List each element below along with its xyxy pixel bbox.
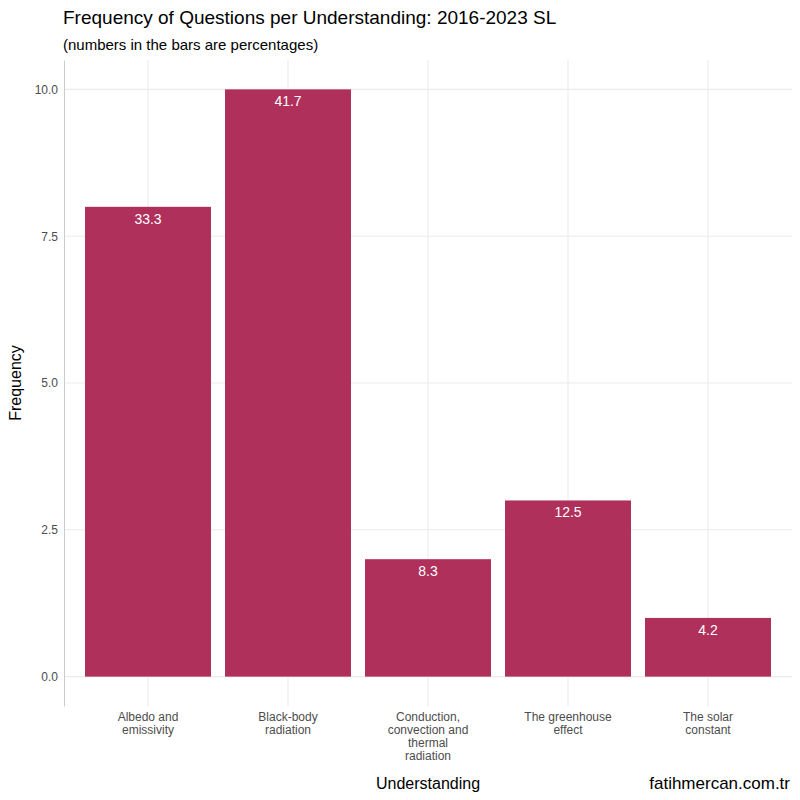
x-axis: Albedo andemissivityBlack-bodyradiationC… bbox=[118, 706, 733, 763]
x-tick-label-line: convection and bbox=[388, 723, 469, 737]
x-tick-label-line: effect bbox=[553, 723, 583, 737]
x-tick-label: Conduction,convection andthermalradiatio… bbox=[388, 710, 469, 764]
subtitle: (numbers in the bars are percentages) bbox=[63, 36, 318, 53]
title: Frequency of Questions per Understanding… bbox=[63, 7, 556, 28]
x-tick: Albedo andemissivity bbox=[118, 706, 179, 737]
bar bbox=[645, 618, 771, 677]
x-tick: The solarconstant bbox=[683, 706, 733, 737]
y-tick-label: 7.5 bbox=[41, 230, 58, 244]
bar bbox=[505, 500, 631, 676]
x-tick-label-line: The greenhouse bbox=[524, 710, 612, 724]
x-tick-label-line: Conduction, bbox=[396, 710, 460, 724]
y-axis-line bbox=[64, 61, 65, 707]
bar-label: 8.3 bbox=[418, 563, 438, 579]
bar bbox=[225, 89, 351, 676]
x-tick-label-line: radiation bbox=[265, 723, 311, 737]
chart-svg: 33.3 41.7 8.3 12.5 4.2 0.0 2.5 5.0 7.5 10.0 Albedo… bbox=[0, 0, 800, 800]
y-tick-label: 5.0 bbox=[41, 376, 58, 390]
x-tick-label: Albedo andemissivity bbox=[118, 710, 179, 737]
x-tick-label: Black-bodyradiation bbox=[258, 710, 317, 737]
y-axis-title: Frequency bbox=[7, 345, 24, 421]
caption: fatihmercan.com.tr bbox=[649, 774, 790, 793]
chart-container: 33.3 41.7 8.3 12.5 4.2 0.0 2.5 5.0 7.5 10.0 Albedo… bbox=[0, 0, 800, 800]
y-tick: 7.5 bbox=[41, 230, 64, 244]
y-tick: 2.5 bbox=[41, 523, 64, 537]
y-tick: 10.0 bbox=[35, 83, 64, 97]
grid bbox=[64, 60, 792, 706]
grid-line bbox=[707, 60, 708, 706]
bar-label: 33.3 bbox=[134, 211, 161, 227]
y-tick-label: 10.0 bbox=[35, 83, 59, 97]
x-tick: Conduction,convection andthermalradiatio… bbox=[388, 706, 469, 763]
x-tick-label-line: radiation bbox=[405, 749, 451, 763]
bar bbox=[85, 207, 211, 677]
x-tick-label: The solarconstant bbox=[683, 710, 733, 737]
y-tick: 5.0 bbox=[41, 376, 64, 390]
x-axis-title: Understanding bbox=[376, 775, 480, 792]
bar-label: 12.5 bbox=[554, 504, 581, 520]
x-tick-label-line: The solar bbox=[683, 710, 733, 724]
x-tick-label-line: Albedo and bbox=[118, 710, 179, 724]
bar bbox=[365, 559, 491, 676]
y-axis: 0.0 2.5 5.0 7.5 10.0 bbox=[35, 61, 65, 707]
bars bbox=[85, 89, 771, 676]
x-tick-label-line: emissivity bbox=[122, 723, 174, 737]
x-tick: The greenhouseeffect bbox=[524, 706, 612, 737]
x-tick-label-line: constant bbox=[685, 723, 731, 737]
bar-labels: 33.3 41.7 8.3 12.5 4.2 bbox=[134, 93, 718, 638]
y-tick-label: 0.0 bbox=[41, 670, 58, 684]
x-tick-label-line: Black-body bbox=[258, 710, 317, 724]
y-tick: 0.0 bbox=[41, 670, 64, 684]
bar-label: 4.2 bbox=[698, 622, 718, 638]
y-tick-label: 2.5 bbox=[41, 523, 58, 537]
bar-label: 41.7 bbox=[274, 93, 301, 109]
x-tick-label: The greenhouseeffect bbox=[524, 710, 612, 737]
x-tick-label-line: thermal bbox=[408, 736, 448, 750]
x-tick: Black-bodyradiation bbox=[258, 706, 317, 737]
